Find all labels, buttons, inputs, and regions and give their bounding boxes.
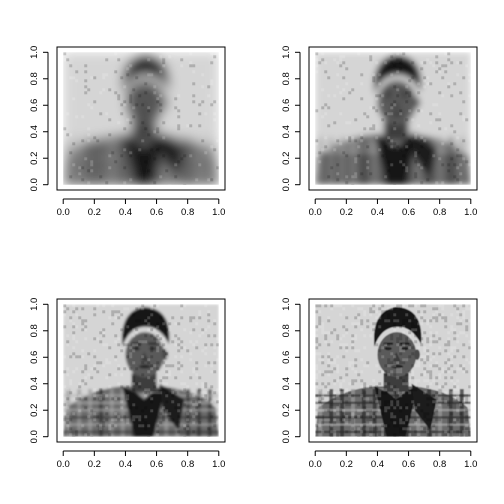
y-tick-label: 0.6 xyxy=(29,351,40,364)
portrait-image xyxy=(315,52,471,185)
y-tick-label: 1.0 xyxy=(29,298,40,311)
plot-frame xyxy=(56,46,226,191)
x-tick-label: 0.6 xyxy=(150,459,163,470)
y-axis: 0.0 0.2 0.4 0.6 0.8 1.0 xyxy=(281,298,301,443)
x-tick-label: 0.0 xyxy=(57,207,70,218)
y-tick-label: 0.8 xyxy=(281,324,292,337)
x-axis: 0.0 0.2 0.4 0.6 0.8 1.0 xyxy=(309,450,477,470)
x-tick-label: 0.4 xyxy=(119,207,132,218)
y-tick-label: 1.0 xyxy=(29,46,40,59)
y-axis: 0.0 0.2 0.4 0.6 0.8 1.0 xyxy=(29,298,49,443)
x-tick-label: 0.8 xyxy=(181,459,194,470)
y-tick-label: 0.0 xyxy=(281,178,292,191)
x-tick-label: 0.4 xyxy=(119,459,132,470)
y-tick-label: 0.0 xyxy=(29,430,40,443)
y-tick-label: 0.4 xyxy=(29,125,40,138)
portrait-image xyxy=(63,304,219,437)
x-tick-label: 0.6 xyxy=(402,459,415,470)
y-tick-label: 0.8 xyxy=(281,72,292,85)
x-tick-label: 1.0 xyxy=(212,459,225,470)
x-tick-label: 0.2 xyxy=(340,459,353,470)
portrait-image xyxy=(315,304,471,437)
y-axis: 0.0 0.2 0.4 0.6 0.8 1.0 xyxy=(29,46,49,191)
x-tick-label: 0.0 xyxy=(309,207,322,218)
y-tick-label: 0.6 xyxy=(281,99,292,112)
x-tick-label: 0.2 xyxy=(88,207,101,218)
plot-frame xyxy=(308,46,478,191)
x-tick-label: 0.8 xyxy=(433,207,446,218)
x-tick-label: 0.8 xyxy=(433,459,446,470)
x-tick-label: 0.8 xyxy=(181,207,194,218)
chart-panel-2: 0.0 0.2 0.4 0.6 0.8 1.0 0.0 0.2 0.4 0.6 0.8 1.0 xyxy=(281,46,478,218)
y-tick-label: 0.0 xyxy=(29,178,40,191)
x-tick-label: 1.0 xyxy=(464,459,477,470)
chart-panel-3: 0.0 0.2 0.4 0.6 0.8 1.0 0.0 0.2 0.4 0.6 0.8 1.0 xyxy=(29,298,226,470)
y-tick-label: 0.4 xyxy=(281,377,292,390)
y-tick-label: 0.4 xyxy=(281,125,292,138)
x-tick-label: 0.0 xyxy=(309,459,322,470)
y-tick-label: 0.2 xyxy=(281,152,292,165)
x-axis: 0.0 0.2 0.4 0.6 0.8 1.0 xyxy=(57,198,225,218)
x-axis: 0.0 0.2 0.4 0.6 0.8 1.0 xyxy=(309,198,477,218)
x-tick-label: 0.6 xyxy=(150,207,163,218)
x-tick-label: 0.2 xyxy=(340,207,353,218)
chart-panel-4: 0.0 0.2 0.4 0.6 0.8 1.0 0.0 0.2 0.4 0.6 0.8 1.0 xyxy=(281,298,478,470)
x-tick-label: 0.6 xyxy=(402,207,415,218)
y-tick-label: 0.6 xyxy=(281,351,292,364)
x-tick-label: 0.4 xyxy=(371,207,384,218)
x-tick-label: 0.4 xyxy=(371,459,384,470)
y-tick-label: 1.0 xyxy=(281,298,292,311)
y-tick-label: 0.6 xyxy=(29,99,40,112)
x-axis: 0.0 0.2 0.4 0.6 0.8 1.0 xyxy=(57,450,225,470)
y-tick-label: 0.0 xyxy=(281,430,292,443)
portrait-image xyxy=(63,52,219,185)
y-tick-label: 0.4 xyxy=(29,377,40,390)
y-tick-label: 0.8 xyxy=(29,72,40,85)
x-tick-label: 0.2 xyxy=(88,459,101,470)
x-tick-label: 1.0 xyxy=(212,207,225,218)
x-tick-label: 0.0 xyxy=(57,459,70,470)
y-tick-label: 0.2 xyxy=(29,404,40,417)
chart-panel-1: 0.0 0.2 0.4 0.6 0.8 1.0 0.0 0.2 0.4 0.6 0.8 1.0 xyxy=(29,46,226,218)
y-axis: 0.0 0.2 0.4 0.6 0.8 1.0 xyxy=(281,46,301,191)
y-tick-label: 0.2 xyxy=(281,404,292,417)
y-tick-label: 0.2 xyxy=(29,152,40,165)
y-tick-label: 0.8 xyxy=(29,324,40,337)
x-tick-label: 1.0 xyxy=(464,207,477,218)
plot-frame xyxy=(56,298,226,443)
y-tick-label: 1.0 xyxy=(281,46,292,59)
plot-frame xyxy=(308,298,478,443)
